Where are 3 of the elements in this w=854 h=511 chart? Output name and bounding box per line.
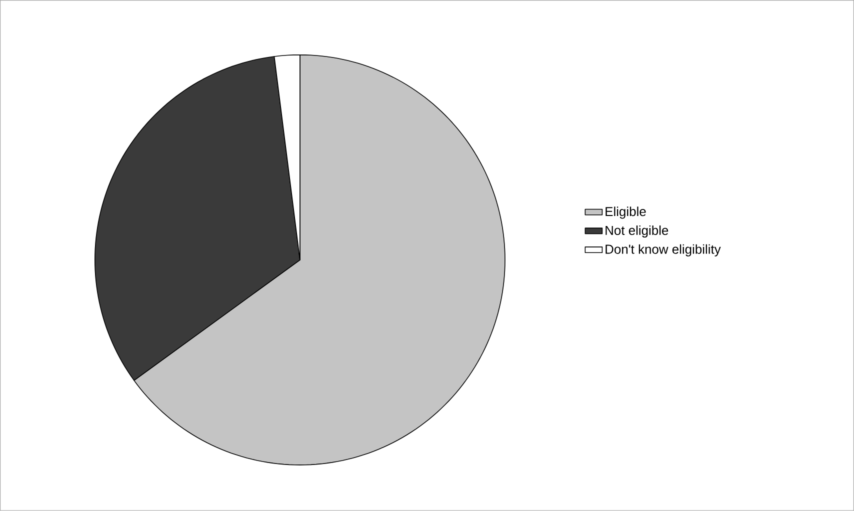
legend-label: Don't know eligibility: [606, 244, 721, 256]
legend-label: Eligible: [606, 206, 646, 219]
legend-label: Not eligible: [606, 226, 668, 238]
